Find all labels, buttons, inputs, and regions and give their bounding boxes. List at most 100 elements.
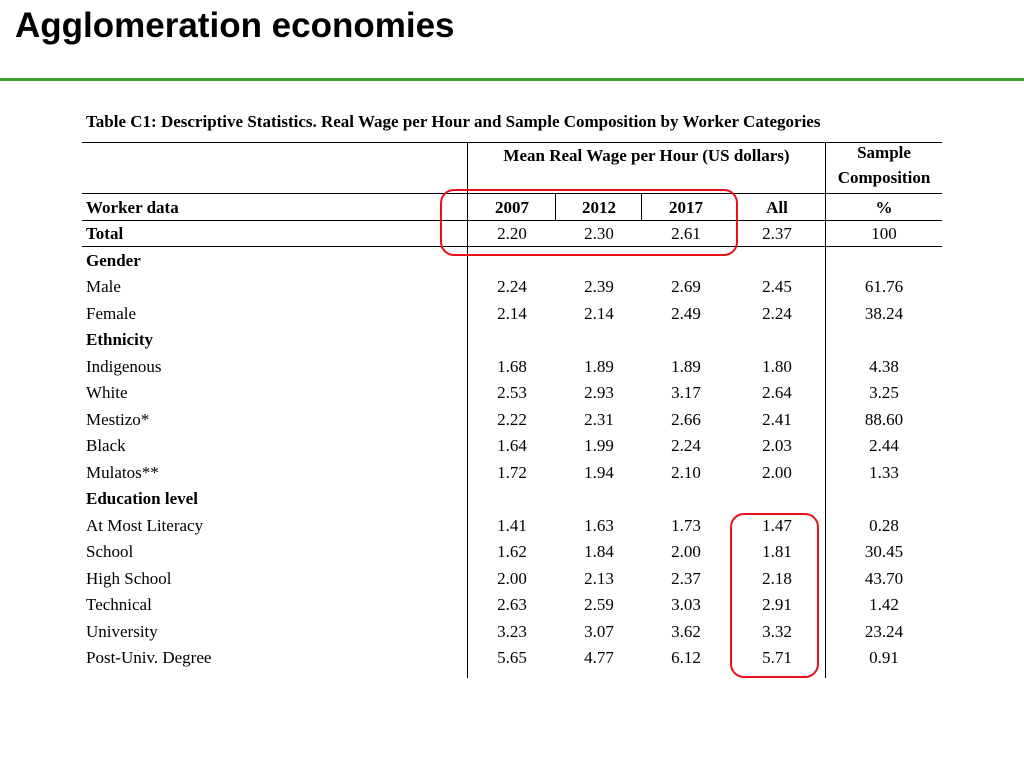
- total-row-value: 2.37: [762, 224, 792, 243]
- table-row-value: 1.62: [497, 542, 527, 561]
- table-row-value: 2.03: [762, 436, 792, 455]
- table-row-value: 1.81: [762, 542, 792, 561]
- table-row-value: 1.64: [497, 436, 527, 455]
- column-header-percent: %: [875, 198, 893, 217]
- table-row-value: 1.84: [584, 542, 614, 561]
- total-row-value: 100: [871, 224, 897, 243]
- table-row-value: 88.60: [864, 409, 904, 429]
- table-row-value: 1.63: [584, 515, 614, 535]
- column-header-year: 2007: [495, 198, 529, 217]
- table-row-value: 2.66: [671, 409, 701, 429]
- slide-title: Agglomeration economies: [15, 6, 455, 45]
- table-row-value: 1.99: [584, 436, 614, 455]
- total-row-value: 2.30: [584, 224, 614, 243]
- table-row-label: Mulatos**: [86, 462, 159, 482]
- table-row-value: 1.42: [869, 595, 899, 614]
- table-row-value: 3.23: [497, 621, 527, 641]
- table-row-value: 1.68: [497, 356, 527, 376]
- table-row-value: 2.64: [762, 383, 792, 402]
- table-row-value: 2.24: [497, 277, 527, 296]
- label-column-divider: [467, 142, 468, 678]
- table-row-value: 3.62: [671, 621, 701, 641]
- table-row-value: 3.32: [762, 621, 792, 641]
- table-row-value: 4.38: [869, 356, 899, 376]
- sample-group-header-line1: Sample: [857, 143, 911, 162]
- table-row-value: 1.41: [497, 515, 527, 535]
- table-row-value: 4.77: [584, 648, 614, 667]
- table-row-label: White: [86, 383, 128, 402]
- table-row-value: 2.00: [762, 462, 792, 482]
- year-divider-2: [641, 194, 642, 220]
- table-row-value: 1.73: [671, 515, 701, 535]
- table-row-value: 2.59: [584, 595, 614, 614]
- table-row-value: 0.28: [869, 515, 899, 535]
- table-row-value: 43.70: [864, 568, 904, 588]
- table-row-value: 2.00: [671, 542, 701, 561]
- column-header-year: 2012: [582, 198, 616, 217]
- table-row-value: 1.47: [762, 515, 792, 535]
- table-row-value: 2.91: [762, 595, 792, 614]
- table-row-label: Male: [86, 277, 121, 296]
- column-header-worker-data: Worker data: [86, 198, 179, 217]
- table-row-value: 2.93: [584, 383, 614, 402]
- table-row-value: 1.80: [762, 356, 792, 376]
- table-row-value: 2.14: [584, 303, 614, 323]
- total-row-value: 2.20: [497, 224, 527, 243]
- table-row-value: 2.49: [671, 303, 701, 323]
- wage-group-header: Mean Real Wage per Hour (US dollars): [503, 146, 790, 165]
- table-row-value: 6.12: [671, 648, 701, 667]
- table-row-value: 2.10: [671, 462, 701, 482]
- table-row-label: Mestizo*: [86, 409, 150, 429]
- table-row-value: 2.13: [584, 568, 614, 588]
- table-row-value: 3.03: [671, 595, 701, 614]
- table-row-value: 3.07: [584, 621, 614, 641]
- table-row-value: 61.76: [864, 277, 904, 296]
- table-row-label: Post-Univ. Degree: [86, 648, 212, 667]
- table-row-label: At Most Literacy: [86, 515, 204, 535]
- table-row-value: 2.00: [497, 568, 527, 588]
- years-highlight-box: [440, 189, 738, 256]
- table-row-value: 30.45: [864, 542, 904, 561]
- table-row-value: 2.53: [497, 383, 527, 402]
- table-row-value: 2.18: [762, 568, 792, 588]
- table-row-value: 1.33: [869, 462, 899, 482]
- table-row-value: 2.31: [584, 409, 614, 429]
- table-row-value: 23.24: [864, 621, 904, 641]
- table-row-label: University: [86, 621, 158, 641]
- table-row-value: 2.45: [762, 277, 792, 296]
- table-row-label: Black: [86, 436, 126, 455]
- table-top-rule: [82, 142, 942, 143]
- table-row-label: High School: [86, 568, 172, 588]
- table-row-value: 1.89: [671, 356, 701, 376]
- section-header: Gender: [86, 250, 141, 270]
- table-row-label: School: [86, 542, 134, 561]
- total-rule: [82, 246, 942, 247]
- year-divider-1: [555, 194, 556, 220]
- title-divider: [0, 78, 1024, 81]
- total-row-label: Total: [86, 224, 124, 243]
- table-row-label: Technical: [86, 595, 152, 614]
- total-row-value: 2.61: [671, 224, 701, 243]
- table-row-value: 5.65: [497, 648, 527, 667]
- table-row-value: 2.44: [869, 436, 899, 455]
- table-row-value: 3.25: [869, 383, 899, 402]
- table-row-label: Indigenous: [86, 356, 162, 376]
- table-row-value: 5.71: [762, 648, 792, 667]
- sample-column-divider: [825, 142, 826, 678]
- section-header: Ethnicity: [86, 330, 154, 349]
- section-header: Education level: [86, 489, 198, 508]
- table-caption: Table C1: Descriptive Statistics. Real W…: [86, 112, 821, 131]
- table-row-value: 0.91: [869, 648, 899, 667]
- table-row-value: 2.63: [497, 595, 527, 614]
- table-row-label: Female: [86, 303, 137, 323]
- column-header-all: All: [766, 198, 788, 217]
- table-row-value: 1.94: [584, 462, 614, 482]
- column-header-year: 2017: [669, 198, 703, 217]
- sample-group-header-line2: Composition: [837, 168, 931, 187]
- table-row-value: 2.14: [497, 303, 527, 323]
- header-rule: [82, 193, 942, 194]
- education-all-highlight-box: [730, 513, 819, 678]
- table-row-value: 2.24: [762, 303, 792, 323]
- table-row-value: 38.24: [864, 303, 904, 323]
